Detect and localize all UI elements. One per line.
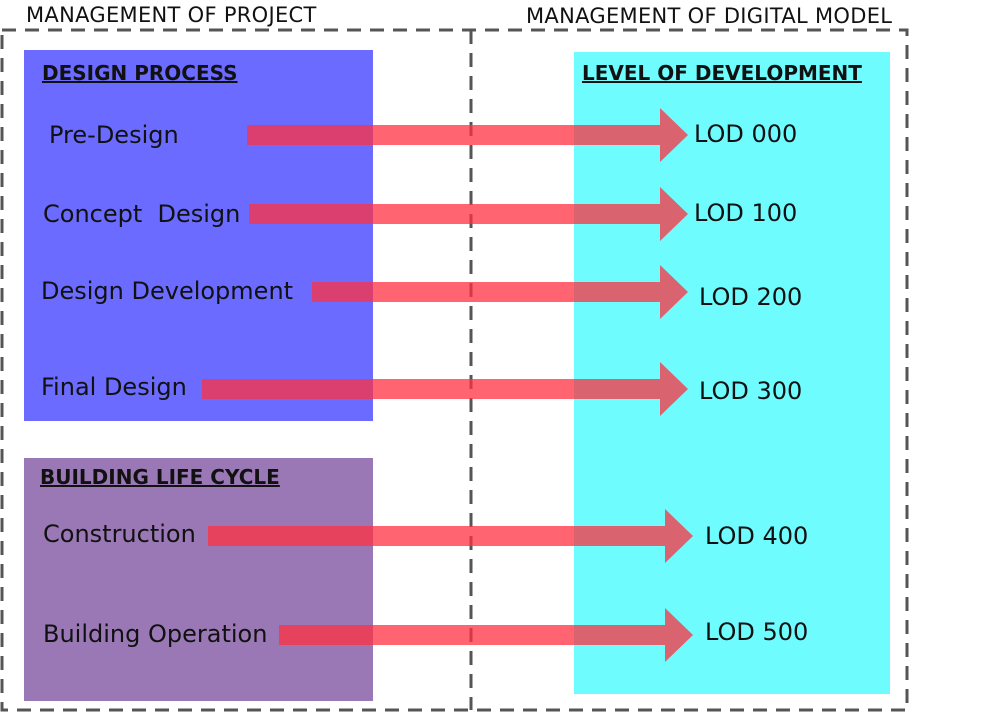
lod-400: LOD 400: [705, 522, 809, 550]
arrow-concept-design-to-lod-100: [249, 187, 688, 241]
arrow-construction-to-lod-400: [208, 509, 693, 563]
item-building-operation: Building Operation: [43, 620, 268, 648]
arrow-pre-design-to-lod-000: [247, 108, 688, 162]
design-process-title: DESIGN PROCESS: [42, 61, 238, 85]
lod-200: LOD 200: [699, 283, 803, 311]
item-final-design: Final Design: [41, 373, 187, 401]
arrow-design-development-to-lod-200: [312, 265, 688, 319]
dashed-frame-outer: [0, 28, 909, 712]
building-life-cycle-title: BUILDING LIFE CYCLE: [40, 465, 280, 489]
lod-300: LOD 300: [699, 377, 803, 405]
management-of-project-label: MANAGEMENT OF PROJECT: [26, 3, 317, 27]
item-design-development: Design Development: [41, 277, 294, 305]
item-pre-design: Pre-Design: [49, 121, 179, 149]
arrow-final-design-to-lod-300: [202, 362, 688, 416]
lod-100: LOD 100: [694, 199, 798, 227]
design-process-box: [24, 50, 373, 421]
level-of-development-title: LEVEL OF DEVELOPMENT: [582, 61, 862, 85]
item-construction: Construction: [43, 520, 196, 548]
building-life-cycle-box: [24, 458, 373, 701]
item-concept-design: Concept Design: [43, 200, 241, 228]
arrow-building-operation-to-lod-500: [279, 608, 693, 662]
management-of-digital-model-label: MANAGEMENT OF DIGITAL MODEL: [526, 4, 893, 28]
lod-box: [574, 52, 890, 694]
lod-500: LOD 500: [705, 618, 809, 646]
lod-000: LOD 000: [694, 120, 798, 148]
